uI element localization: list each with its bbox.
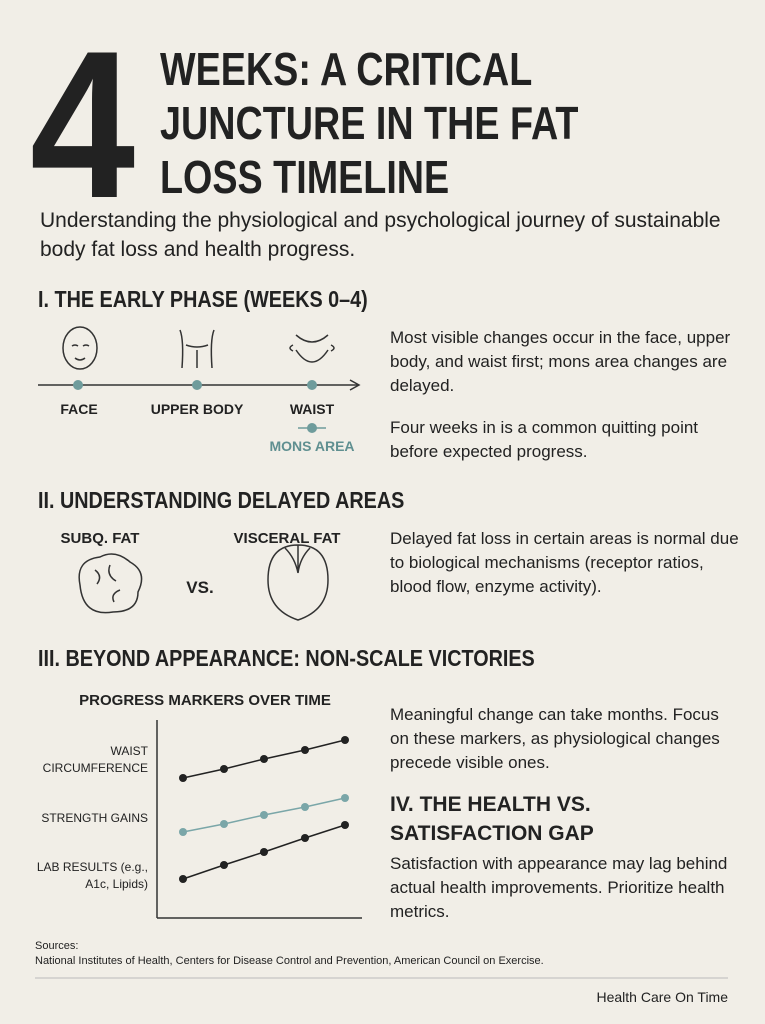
timeline-dots <box>73 380 317 433</box>
paragraph: Delayed fat loss in certain areas is nor… <box>390 529 739 596</box>
timeline-label: FACE <box>60 401 98 417</box>
section-heading: I. THE EARLY PHASE (WEEKS 0–4) <box>38 286 368 312</box>
footer-brand: Health Care On Time <box>596 989 729 1005</box>
compare-label: SUBQ. FAT <box>60 530 140 547</box>
subtitle: Understanding the physiological and psyc… <box>40 209 721 261</box>
sources-label: Sources: <box>35 940 79 952</box>
paragraph: Four weeks in is a common quitting point… <box>390 418 699 461</box>
timeline-arrow <box>349 379 361 391</box>
visceral-fat-icon <box>267 544 329 621</box>
timeline-label: UPPER BODY <box>150 401 244 417</box>
paragraph: Meaningful change can take months. Focus… <box>390 705 720 772</box>
torso-icon <box>179 329 215 369</box>
subq-fat-icon <box>78 553 143 614</box>
paragraph: Satisfaction with appearance may lag beh… <box>390 854 728 921</box>
chart-title: PROGRESS MARKERS OVER TIME <box>79 692 331 709</box>
marker-label: STRENGTH GAINS <box>41 811 148 825</box>
marker-dots <box>179 736 349 883</box>
versus-label: VS. <box>186 578 214 597</box>
compare-label: VISCERAL FAT <box>233 530 341 547</box>
timeline-label: WAIST <box>289 401 335 417</box>
paragraph: Most visible changes occur in the face, … <box>390 328 731 395</box>
sources-text: National Institutes of Health, Centers f… <box>35 955 544 967</box>
marker-label: WAIST CIRCUMFERENCE <box>42 744 148 775</box>
section-heading: IV. THE HEALTH VS. SATISFACTION GAP <box>390 793 594 845</box>
section-heading: III. BEYOND APPEARANCE: NON-SCALE VICTOR… <box>38 645 535 671</box>
section-heading: II. UNDERSTANDING DELAYED AREAS <box>38 487 405 513</box>
face-icon <box>62 326 98 370</box>
title-line: WEEKS: A CRITICAL <box>160 43 533 95</box>
marker-dots-teal <box>179 794 349 836</box>
big-number: 4 <box>30 7 136 242</box>
waist-icon <box>289 334 335 363</box>
timeline-label: MONS AREA <box>269 438 355 454</box>
title-line: LOSS TIMELINE <box>160 151 450 203</box>
marker-label: LAB RESULTS (e.g., A1c, Lipids) <box>36 860 148 891</box>
title-line: JUNCTURE IN THE FAT <box>160 97 579 149</box>
